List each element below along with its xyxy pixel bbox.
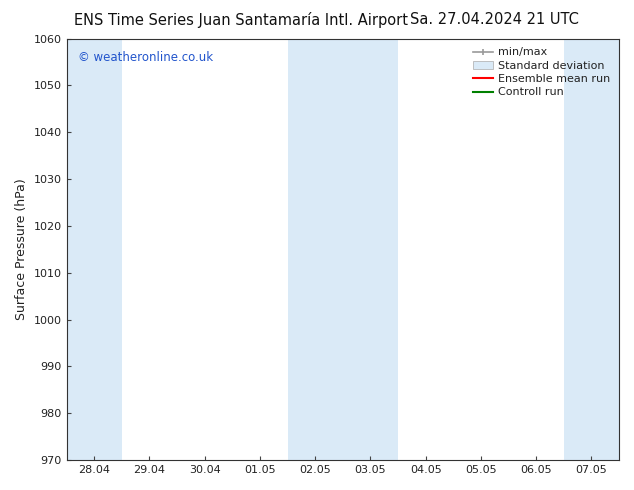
- Text: ENS Time Series Juan Santamaría Intl. Airport: ENS Time Series Juan Santamaría Intl. Ai…: [74, 12, 408, 28]
- Legend: min/max, Standard deviation, Ensemble mean run, Controll run: min/max, Standard deviation, Ensemble me…: [470, 44, 614, 101]
- Text: © weatheronline.co.uk: © weatheronline.co.uk: [77, 51, 213, 64]
- Bar: [288, 39, 343, 460]
- Bar: [67, 39, 122, 460]
- Bar: [564, 39, 619, 460]
- Text: Sa. 27.04.2024 21 UTC: Sa. 27.04.2024 21 UTC: [410, 12, 579, 27]
- Y-axis label: Surface Pressure (hPa): Surface Pressure (hPa): [15, 178, 28, 320]
- Bar: [343, 39, 398, 460]
